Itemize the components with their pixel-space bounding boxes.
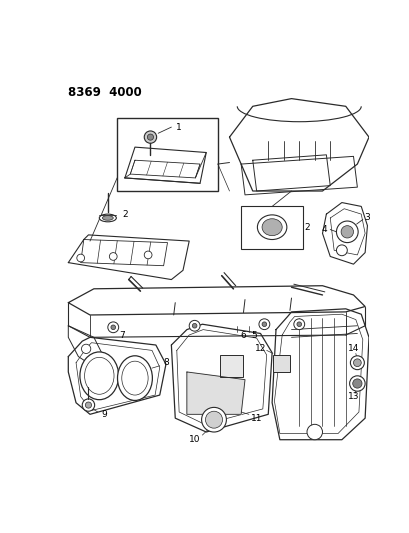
Ellipse shape [102,216,113,220]
Text: 4: 4 [321,225,326,234]
Circle shape [82,399,94,411]
Text: 1: 1 [176,123,182,132]
Text: 9: 9 [101,410,107,419]
Circle shape [111,325,115,329]
Circle shape [336,245,346,256]
Circle shape [306,424,322,440]
Bar [240,206,302,249]
Text: 12: 12 [254,344,265,353]
Circle shape [340,225,353,238]
Circle shape [258,319,269,329]
Text: 7: 7 [119,330,125,340]
Circle shape [108,322,118,333]
Text: 11: 11 [250,414,262,423]
Ellipse shape [261,219,281,236]
Circle shape [293,319,304,329]
Circle shape [349,376,364,391]
Ellipse shape [257,215,286,239]
Circle shape [192,324,196,328]
Circle shape [85,402,91,408]
Circle shape [144,131,156,143]
Ellipse shape [117,356,152,400]
Bar [220,355,243,377]
Circle shape [81,344,90,353]
Ellipse shape [80,352,118,400]
Text: 5: 5 [251,330,256,340]
Bar [272,355,289,372]
Circle shape [109,253,117,260]
Text: 6: 6 [240,330,246,340]
Circle shape [336,221,357,243]
Text: 8: 8 [163,358,169,367]
Text: 14: 14 [347,344,358,353]
Circle shape [189,320,200,331]
Circle shape [261,322,266,327]
Circle shape [350,356,364,370]
Text: 2: 2 [122,209,127,219]
Text: 8369  4000: 8369 4000 [68,85,142,99]
Polygon shape [187,372,245,414]
Circle shape [76,254,84,262]
Circle shape [144,251,152,259]
Bar [117,118,217,191]
Circle shape [352,379,361,388]
Text: 3: 3 [364,213,369,222]
Text: 10: 10 [189,435,200,444]
Ellipse shape [205,411,222,428]
Ellipse shape [201,407,226,432]
Text: 2: 2 [303,223,309,232]
Circle shape [147,134,153,140]
Text: 13: 13 [347,392,358,401]
Ellipse shape [99,214,116,222]
Circle shape [296,322,301,327]
Circle shape [353,359,360,367]
